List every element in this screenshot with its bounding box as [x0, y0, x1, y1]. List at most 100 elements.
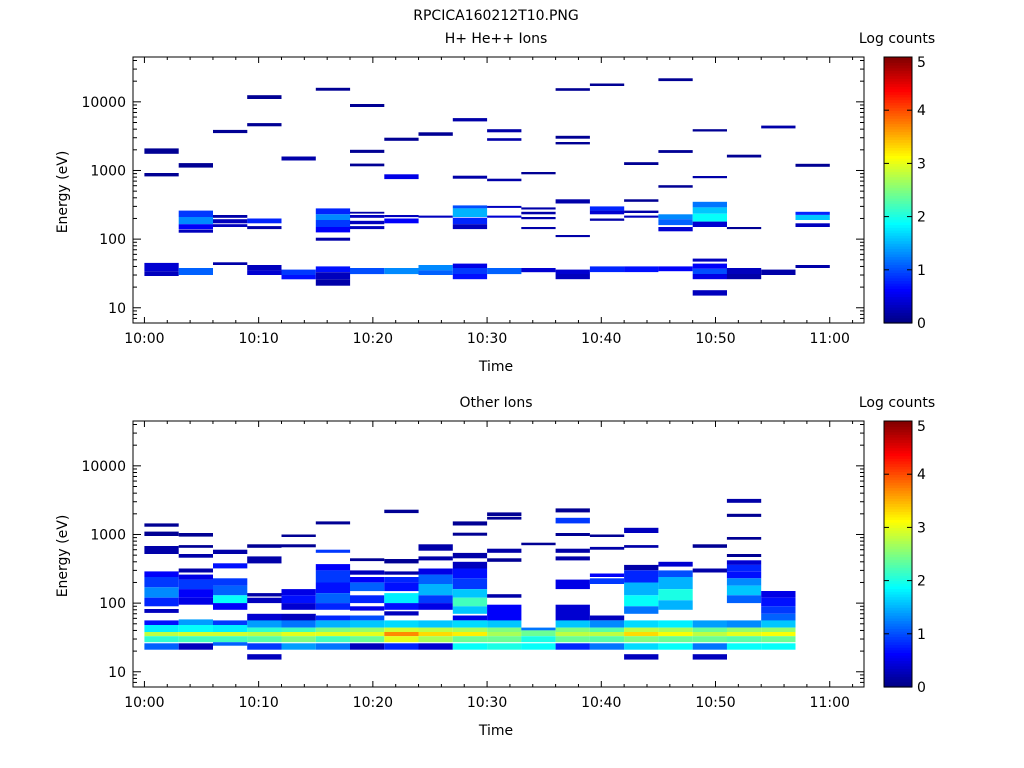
- colorbar-swatch: [884, 315, 912, 319]
- heatmap-cell: [281, 544, 316, 548]
- colorbar-swatch: [884, 431, 912, 435]
- colorbar-frame: [883, 56, 913, 324]
- heatmap-cell: [281, 589, 316, 596]
- heatmap-cell: [658, 214, 693, 220]
- colorbar-tick-label: 4: [917, 103, 926, 119]
- heatmap-cell: [452, 615, 488, 621]
- colorbar-swatch: [884, 476, 912, 481]
- colorbar-swatch: [884, 72, 912, 77]
- x-tick-label: 11:00: [810, 695, 850, 711]
- heatmap-cell: [452, 217, 488, 225]
- heatmap-cell: [418, 132, 453, 136]
- heatmap-cell: [418, 544, 453, 551]
- colorbar-swatch: [884, 187, 912, 191]
- heatmap-cell: [144, 577, 179, 588]
- colorbar-swatch: [884, 197, 912, 202]
- heatmap-cell: [350, 211, 385, 214]
- heatmap-cell: [213, 215, 248, 218]
- colorbar-swatch: [884, 312, 912, 316]
- colorbar-swatch: [884, 500, 912, 505]
- heatmap-cell: [315, 87, 351, 91]
- colorbar-swatch: [884, 150, 912, 154]
- colorbar-swatch: [884, 468, 912, 473]
- heatmap-cell: [178, 597, 213, 605]
- colorbar-swatch: [884, 166, 912, 170]
- x-tick-label: 10:30: [467, 331, 507, 347]
- colorbar-swatch: [884, 490, 912, 494]
- heatmap-cell: [350, 268, 385, 275]
- colorbar-swatch: [884, 253, 912, 258]
- colorbar-swatch: [884, 649, 912, 654]
- colorbar-swatch: [884, 126, 912, 130]
- heatmap-cell: [487, 636, 522, 643]
- heatmap-cell: [624, 636, 659, 643]
- colorbar-swatch: [884, 195, 912, 199]
- heatmap-cell: [213, 224, 248, 227]
- heatmap-cell: [315, 593, 351, 604]
- heatmap-cell: [692, 221, 727, 227]
- heatmap-cell: [315, 636, 351, 643]
- colorbar-swatch: [884, 288, 912, 292]
- heatmap-cell: [521, 627, 556, 631]
- heatmap-cell: [555, 199, 590, 204]
- heatmap-cell: [418, 627, 453, 632]
- colorbar-swatch: [884, 681, 912, 685]
- colorbar-swatch: [884, 296, 912, 300]
- colorbar-swatch: [884, 104, 912, 109]
- heatmap-cell: [247, 226, 282, 230]
- heatmap-cell: [589, 573, 625, 577]
- heatmap-cell: [761, 643, 796, 650]
- heatmap-cell: [281, 269, 316, 275]
- colorbar-swatch: [884, 423, 912, 427]
- colorbar-swatch: [884, 213, 912, 218]
- heatmap-cell: [658, 632, 693, 637]
- colorbar-swatch: [884, 527, 912, 531]
- heatmap-cell: [761, 636, 796, 643]
- x-tick-label: 10:00: [124, 695, 164, 711]
- heatmap-cell: [350, 632, 385, 637]
- colorbar-swatch: [884, 317, 912, 321]
- colorbar-swatch: [884, 280, 912, 284]
- heatmap-cell: [692, 632, 727, 637]
- colorbar-tick-label: 4: [917, 467, 926, 483]
- heatmap-cell: [589, 615, 625, 621]
- heatmap-cell: [418, 584, 453, 596]
- x-tick-label: 11:00: [810, 331, 850, 347]
- heatmap-cell: [178, 643, 213, 650]
- colorbar-swatch: [884, 221, 912, 226]
- colorbar-swatch: [884, 684, 912, 688]
- colorbar-swatch: [884, 569, 912, 574]
- heatmap-cell: [315, 582, 351, 594]
- colorbar-swatch: [884, 583, 912, 587]
- colorbar-swatch: [884, 506, 912, 510]
- y-tick-label: 10000: [81, 95, 126, 111]
- colorbar-swatch: [884, 158, 912, 162]
- heatmap-cell: [692, 636, 727, 643]
- colorbar-swatch: [884, 442, 912, 446]
- heatmap-cell: [761, 591, 796, 598]
- colorbar-swatch: [884, 57, 912, 61]
- heatmap-cell: [315, 632, 351, 637]
- colorbar-swatch: [884, 168, 912, 172]
- heatmap-cell: [144, 571, 179, 577]
- colorbar-swatch: [884, 155, 912, 159]
- heatmap-cell: [213, 603, 248, 610]
- colorbar-tick-label: 1: [917, 627, 926, 643]
- colorbar-swatch: [884, 522, 912, 526]
- colorbar-swatch: [884, 450, 912, 454]
- heatmap-cell: [658, 620, 693, 628]
- x-axis-label: Time: [478, 359, 513, 375]
- heatmap-cell: [521, 211, 556, 215]
- heatmap-cell: [452, 643, 488, 650]
- colorbar-swatch: [884, 559, 912, 563]
- colorbar-swatch: [884, 458, 912, 462]
- colorbar-swatch: [884, 75, 912, 79]
- heatmap-cell: [144, 148, 179, 154]
- heatmap-cell: [692, 654, 727, 660]
- colorbar-swatch: [884, 474, 912, 478]
- colorbar-swatch: [884, 668, 912, 672]
- plot-frame: [132, 420, 865, 688]
- colorbar-swatch: [884, 99, 912, 103]
- colorbar-swatch: [884, 615, 912, 619]
- heatmap-cell: [658, 150, 693, 153]
